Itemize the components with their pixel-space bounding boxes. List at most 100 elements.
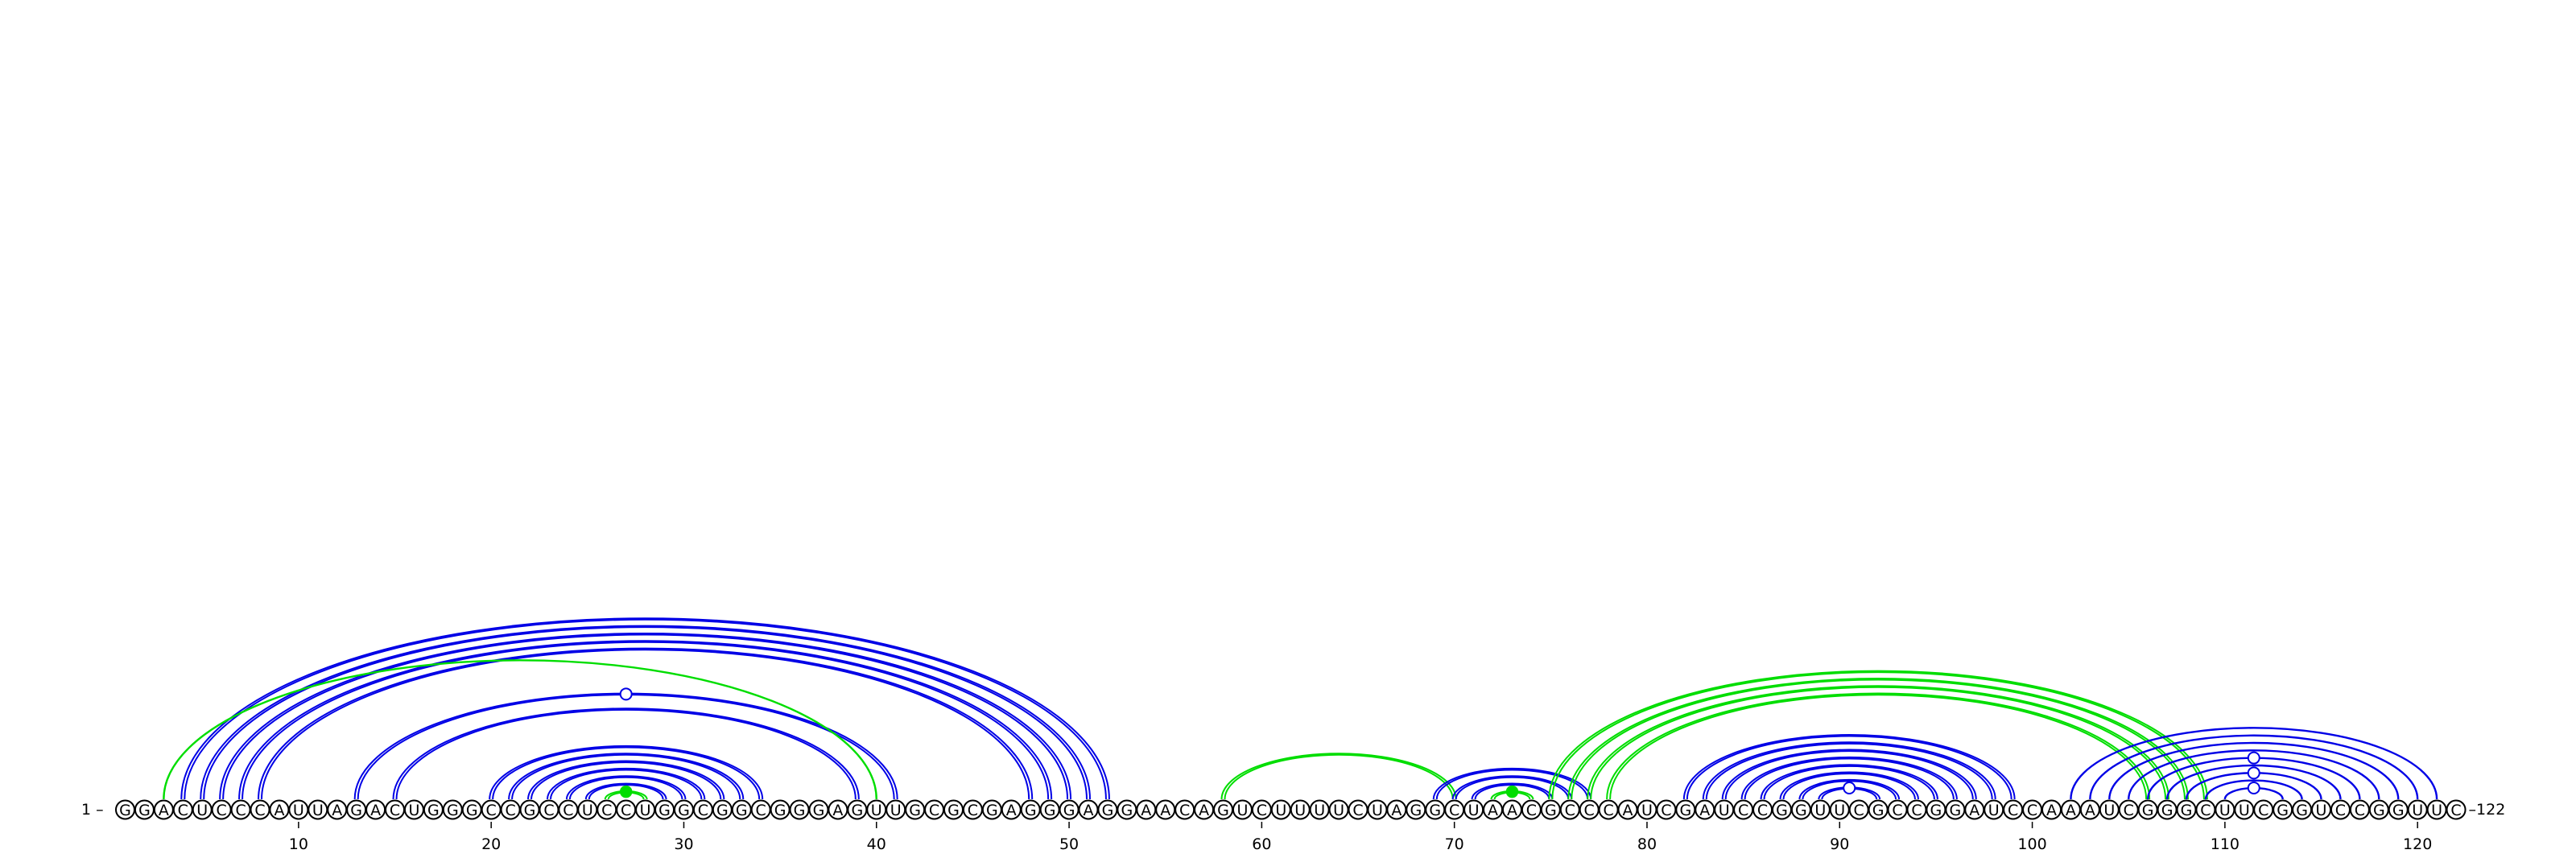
base-pair-arc-86-95-inner [1763,765,1935,800]
base-pair-arc-107-116 [2165,764,2342,800]
tick-label-50: 50 [1059,835,1079,853]
nucleotide-letter-43: C [929,802,939,819]
nucleotide-letter-84: U [1719,802,1730,819]
nucleotide-letter-53: G [1121,802,1133,819]
base-pair-arc-88-93-inner [1802,780,1897,800]
base-pair-arc-21-33-inner [511,753,741,800]
nucleotide-letter-99: C [2008,802,2018,819]
nucleotide-letter-20: C [486,802,497,819]
nucleotide-letter-76: C [1565,802,1575,819]
open-marker-106-117 [2247,751,2260,765]
base-pair-arc-86-95-outer [1760,764,1938,800]
nucleotide-letter-5: U [196,802,208,819]
tick-label-60: 60 [1252,835,1271,853]
nucleotide-letter-40: U [871,802,882,819]
nucleotide-letter-16: U [408,802,419,819]
nucleotide-letter-70: C [1449,802,1459,819]
base-pair-arc-76-108-outer [1567,677,2190,800]
nucleotide-letter-122: C [2450,802,2461,819]
base-pair-arc-103-120 [2089,734,2419,800]
nucleotide-letter-97: A [1969,802,1979,819]
nucleotide-letter-71: U [1468,802,1480,819]
nucleotide-letter-103: A [2085,802,2095,819]
base-pair-arc-85-96-inner [1744,757,1955,800]
arc-markers-layer [619,687,2260,798]
nucleotide-letter-86: C [1757,802,1768,819]
base-pair-arc-23-31-inner [549,769,703,800]
base-pair-arc-3-40 [163,659,877,800]
nucleotide-letter-6: C [217,802,227,819]
nucleotide-letter-49: G [1044,802,1056,819]
base-pair-arc-20-34-inner [492,746,761,800]
nucleotide-letter-15: C [390,802,400,819]
nucleotide-letter-121: U [2431,802,2442,819]
base-pair-arc-78-106-outer [1606,692,2151,800]
base-pair-arc-75-109-inner [1551,671,2205,800]
base-pair-arc-7-49-outer [238,640,1053,800]
nucleotide-letter-2: G [138,802,151,819]
base-pair-arc-88-93-outer [1798,778,1901,800]
nucleotide-letter-29: G [658,802,671,819]
tick-label-70: 70 [1445,835,1464,853]
nucleotide-letter-115: U [2316,802,2327,819]
nucleotide-letter-42: G [909,802,921,819]
tick-label-10: 10 [289,835,308,853]
nucleotide-letter-77: C [1584,802,1595,819]
nucleotide-letter-73: A [1507,802,1517,819]
nucleotide-letter-98: U [1988,802,2000,819]
nucleotide-letter-67: A [1391,802,1402,819]
nucleotide-letter-39: G [851,802,863,819]
nucleotide-letter-93: C [1892,802,1902,819]
open-marker-108-115 [2247,766,2260,780]
base-pair-arc-8-48-outer [258,647,1034,800]
base-pair-arc-58-70-inner [1224,753,1454,800]
base-pair-arc-84-97-outer [1721,749,1977,800]
nucleotide-letter-4: C [178,802,188,819]
nucleotide-letter-75: G [1545,802,1557,819]
base-pair-arc-5-51-inner [203,626,1088,800]
nucleotide-letter-78: C [1603,802,1613,819]
base-pair-arc-7-49-inner [242,641,1050,800]
base-pair-arc-84-97-inner [1724,750,1974,800]
base-pair-arc-22-32-inner [530,761,722,800]
base-pair-arc-82-99-inner [1686,735,2013,800]
nucleotide-circle-122 [2446,799,2467,820]
tick-label-100: 100 [2017,835,2046,853]
nucleotide-letter-47: A [1006,802,1017,819]
base-pair-arc-83-98-outer [1702,741,1996,800]
nucleotide-letter-66: U [1372,802,1383,819]
nucleotide-letter-79: A [1623,802,1633,819]
nucleotide-letter-83: A [1699,802,1710,819]
nucleotide-letter-117: C [2355,802,2365,819]
base-pair-arc-4-52-outer [180,617,1110,800]
base-pair-arc-75-109-outer [1548,670,2208,800]
tick-label-110: 110 [2211,835,2240,853]
nucleotide-letter-22: G [524,802,536,819]
base-pair-arc-87-94-outer [1779,771,1919,800]
nucleotide-letter-19: G [466,802,478,819]
nucleotide-letter-11: U [312,802,324,819]
nucleotide-letter-28: U [640,802,651,819]
sequence-end-label: –122 [2469,801,2506,819]
nucleotide-letter-36: G [794,802,806,819]
base-pair-arc-24-30-inner [568,776,683,800]
base-pair-arc-82-99-outer [1682,733,2016,800]
base-pair-arc-6-50-inner [222,633,1069,800]
tick-label-30: 30 [674,835,693,853]
base-pair-arc-105-118 [2128,749,2380,800]
nucleotide-letter-65: C [1352,802,1363,819]
nucleotide-letter-45: C [968,802,978,819]
nucleotide-letter-61: U [1275,802,1286,819]
nucleotide-letter-8: C [254,802,265,819]
nucleotide-letter-95: G [1930,802,1942,819]
nucleotide-letter-62: U [1294,802,1306,819]
base-pair-arc-83-98-inner [1705,742,1993,800]
nucleotide-letter-30: G [678,802,690,819]
nucleotide-letter-57: A [1199,802,1209,819]
nucleotide-letter-9: A [274,802,284,819]
position-axis: 10 20 30 40 50 60 70 80 90 100 110 120 [289,822,2432,853]
nucleotide-letter-14: A [370,802,381,819]
base-pair-arc-21-33-outer [508,753,745,800]
nucleotide-letter-55: A [1160,802,1170,819]
